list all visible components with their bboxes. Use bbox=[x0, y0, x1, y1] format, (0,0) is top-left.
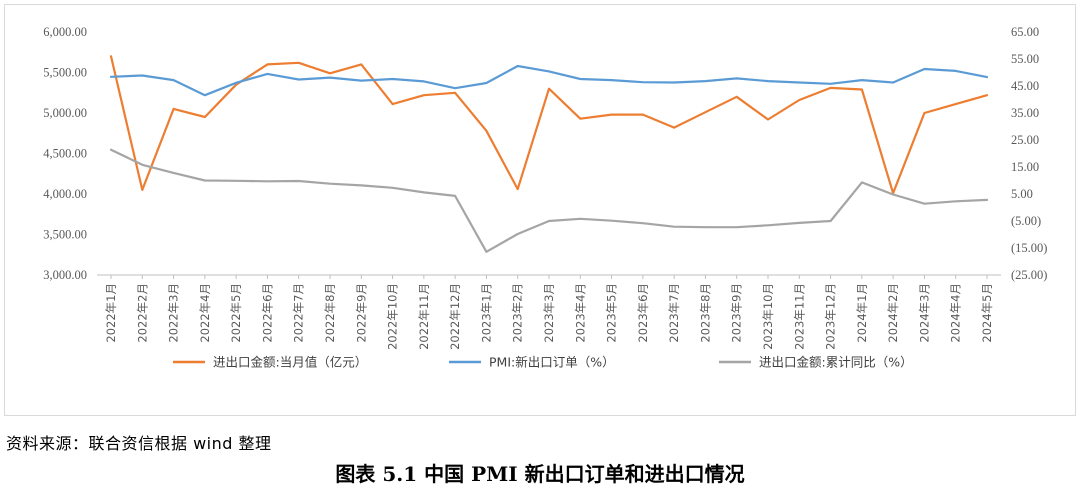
x-tick-label: 2023年11月 bbox=[792, 283, 806, 350]
x-tick-label: 2024年1月 bbox=[855, 283, 869, 343]
x-tick-label: 2024年5月 bbox=[980, 283, 994, 343]
x-tick-label: 2022年10月 bbox=[386, 283, 400, 350]
y-right-tick-label: (5.00) bbox=[1011, 214, 1041, 228]
x-tick-label: 2022年12月 bbox=[448, 283, 462, 350]
x-tick-label: 2023年4月 bbox=[573, 283, 587, 343]
chart-area: 3,000.00 3,500.00 4,000.00 4,500.00 5,000.00… bbox=[43, 25, 1047, 370]
chart-frame: 3,000.00 3,500.00 4,000.00 4,500.00 5,000.00… bbox=[4, 4, 1076, 416]
x-tick-label: 2023年12月 bbox=[824, 283, 838, 350]
y-right-tick-label: 65.00 bbox=[1011, 25, 1039, 39]
series-line-pmi-new-export-orders bbox=[109, 64, 989, 97]
y-right-tick-label: 15.00 bbox=[1011, 160, 1039, 174]
y-left-tick-label: 5,000.00 bbox=[43, 106, 87, 120]
figure-caption: 图表 5.1 中国 PMI 新出口订单和进出口情况 bbox=[335, 462, 745, 486]
x-tick-label: 2023年8月 bbox=[698, 283, 712, 343]
y-right-tick-label: (25.00) bbox=[1011, 268, 1047, 282]
x-tick-label: 2023年9月 bbox=[730, 283, 744, 343]
y-right-tick-label: (15.00) bbox=[1011, 241, 1047, 255]
x-tick-label: 2024年4月 bbox=[949, 283, 963, 343]
x-tick-label: 2024年2月 bbox=[886, 283, 900, 343]
y-left-tick-label: 6,000.00 bbox=[43, 25, 87, 39]
x-tick-label: 2023年6月 bbox=[636, 283, 650, 343]
x-tick-label: 2023年2月 bbox=[511, 283, 525, 343]
x-tick-label: 2023年7月 bbox=[667, 283, 681, 343]
x-tick-label: 2023年5月 bbox=[605, 283, 619, 343]
x-tick-label: 2022年4月 bbox=[198, 283, 212, 343]
legend-label-pmi-new-export-orders: PMI:新出口订单（%） bbox=[489, 355, 615, 370]
x-tick-label: 2022年9月 bbox=[354, 283, 368, 343]
y-left-tick-label: 5,500.00 bbox=[43, 66, 87, 80]
x-tick-label: 2022年7月 bbox=[292, 283, 306, 343]
y-right-tick-label: 55.00 bbox=[1011, 52, 1039, 66]
y-left-tick-label: 3,000.00 bbox=[43, 268, 87, 282]
x-tick-label: 2023年1月 bbox=[479, 283, 493, 343]
y-right-tick-label: 5.00 bbox=[1011, 187, 1033, 201]
legend-label-trade-ytd-yoy: 进出口金额:累计同比（%） bbox=[759, 355, 913, 370]
x-tick-label: 2022年3月 bbox=[167, 283, 181, 343]
x-tick-label: 2022年1月 bbox=[104, 283, 118, 343]
source-note: 资料来源：联合资信根据 wind 整理 bbox=[6, 434, 272, 453]
y-right-tick-label: 35.00 bbox=[1011, 106, 1039, 120]
x-tick-label: 2023年3月 bbox=[542, 283, 556, 343]
x-tick-label: 2023年10月 bbox=[761, 283, 775, 350]
x-tick-label: 2022年2月 bbox=[135, 283, 149, 343]
x-tick-label: 2022年8月 bbox=[323, 283, 337, 343]
x-tick-label: 2022年5月 bbox=[229, 283, 243, 343]
y-right-tick-label: 25.00 bbox=[1011, 133, 1039, 147]
x-tick-label: 2022年11月 bbox=[417, 283, 431, 350]
x-tick-label: 2024年3月 bbox=[917, 283, 931, 343]
y-left-tick-label: 3,500.00 bbox=[43, 228, 87, 242]
series-line-trade-ytd-yoy bbox=[109, 148, 989, 253]
y-left-tick-label: 4,000.00 bbox=[43, 187, 87, 201]
y-right-tick-label: 45.00 bbox=[1011, 79, 1039, 93]
y-left-tick-label: 4,500.00 bbox=[43, 147, 87, 161]
legend-label-monthly-trade-value: 进出口金额:当月值（亿元） bbox=[213, 355, 367, 370]
series-line-monthly-trade-value bbox=[109, 55, 989, 195]
x-tick-label: 2022年6月 bbox=[260, 283, 274, 343]
